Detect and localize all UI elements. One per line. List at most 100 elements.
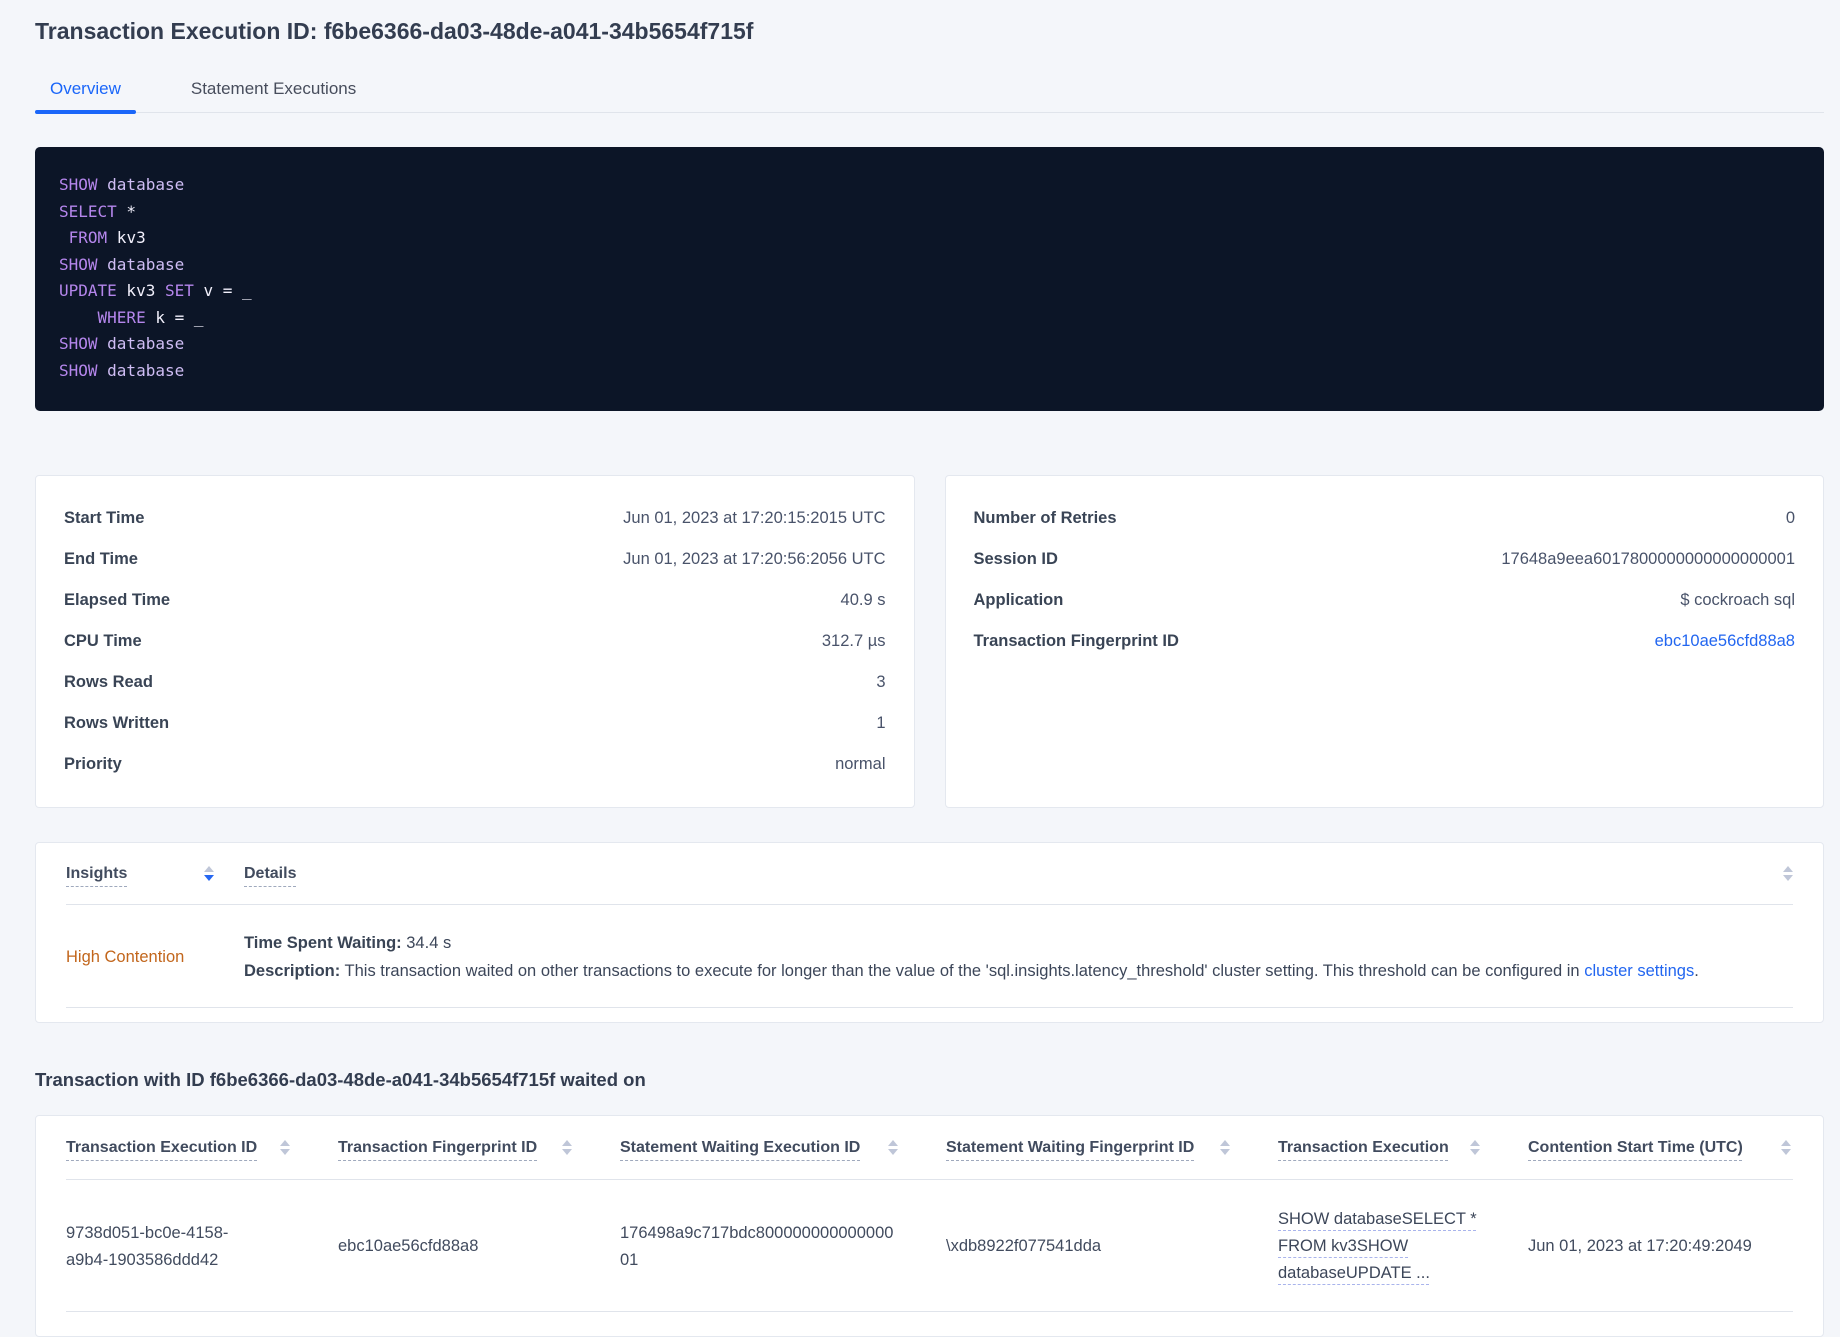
sql-token: SHOW [59, 254, 98, 274]
waiting-time-value: 34.4 s [401, 934, 452, 952]
sql-token: SHOW [59, 360, 98, 380]
details-column-label[interactable]: Details [244, 864, 297, 882]
transaction-fingerprint-link[interactable]: ebc10ae56cfd88a8 [1654, 632, 1795, 650]
waited-table-header: Transaction Execution ID Transaction Fin… [66, 1116, 1793, 1180]
sql-token: SELECT [59, 201, 117, 221]
summary-cards: Start Time Jun 01, 2023 at 17:20:15:2015… [35, 475, 1824, 808]
sort-icon[interactable] [280, 1140, 290, 1155]
sort-icon[interactable] [562, 1140, 572, 1155]
timing-summary-card: Start Time Jun 01, 2023 at 17:20:15:2015… [35, 475, 915, 808]
column-label[interactable]: Statement Waiting Execution ID [620, 1138, 861, 1156]
insight-details: Time Spent Waiting: 34.4 s Description: … [244, 929, 1793, 985]
sql-token: kv3 [107, 228, 146, 247]
summary-value: $ cockroach sql [1680, 591, 1795, 609]
summary-label: End Time [64, 550, 138, 568]
column-label[interactable]: Contention Start Time (UTC) [1528, 1138, 1743, 1156]
insights-column-header: Insights [66, 865, 214, 883]
summary-label: CPU Time [64, 632, 142, 650]
summary-value: Jun 01, 2023 at 17:20:56:2056 UTC [623, 550, 886, 568]
sql-line: SHOW database [59, 252, 1800, 279]
summary-label: Number of Retries [973, 509, 1117, 527]
sql-token: WHERE [59, 307, 146, 327]
sql-token: FROM [59, 228, 108, 247]
sort-icon[interactable] [888, 1140, 898, 1155]
waited-on-table: Transaction Execution ID Transaction Fin… [35, 1115, 1824, 1337]
summary-value: 312.7 µs [821, 632, 886, 650]
sort-up-icon [204, 866, 214, 872]
column-header-statement-waiting-fingerprint-id: Statement Waiting Fingerprint ID [946, 1139, 1278, 1157]
sql-token: v = _ [193, 281, 252, 300]
sort-icon[interactable] [1220, 1140, 1230, 1155]
sort-up-icon [1470, 1140, 1480, 1146]
waited-table-row: 9738d051-bc0e-4158-a9b4-1903586ddd42 ebc… [66, 1180, 1793, 1312]
sort-down-icon [562, 1149, 572, 1155]
summary-row: Start Time Jun 01, 2023 at 17:20:15:2015… [64, 498, 886, 539]
insight-type-badge: High Contention [66, 947, 185, 966]
cell-statement-waiting-fingerprint-id: \xdb8922f077541dda [946, 1237, 1102, 1255]
tab-bar: Overview Statement Executions [35, 71, 1824, 114]
column-header-transaction-execution-id: Transaction Execution ID [66, 1139, 338, 1157]
insights-column-label[interactable]: Insights [66, 864, 128, 882]
cell-transaction-fingerprint-id: ebc10ae56cfd88a8 [338, 1237, 479, 1255]
tab-overview[interactable]: Overview [35, 71, 136, 114]
summary-value: normal [835, 755, 886, 773]
column-label[interactable]: Transaction Fingerprint ID [338, 1138, 538, 1156]
sql-token: database [97, 254, 185, 274]
sort-down-icon [1470, 1149, 1480, 1155]
cell-contention-start-time: Jun 01, 2023 at 17:20:49:2049 [1528, 1237, 1752, 1255]
summary-row: CPU Time 312.7 µs [64, 621, 886, 662]
sort-down-icon [280, 1149, 290, 1155]
description-text: This transaction waited on other transac… [340, 962, 1585, 980]
sort-icon[interactable] [1783, 866, 1793, 881]
column-label[interactable]: Transaction Execution [1278, 1138, 1449, 1156]
summary-row: Elapsed Time 40.9 s [64, 580, 886, 621]
cell-transaction-execution: SHOW databaseSELECT * FROM kv3SHOW datab… [1278, 1206, 1528, 1287]
summary-label: Priority [64, 755, 122, 773]
summary-value: Jun 01, 2023 at 17:20:15:2015 UTC [623, 509, 886, 527]
sort-icon[interactable] [204, 866, 214, 881]
column-label[interactable]: Statement Waiting Fingerprint ID [946, 1138, 1195, 1156]
sql-statement-box: SHOW database SELECT * FROM kv3 SHOW dat… [35, 147, 1824, 411]
sort-icon[interactable] [1781, 1140, 1791, 1155]
column-header-transaction-execution: Transaction Execution [1278, 1139, 1528, 1157]
column-label[interactable]: Transaction Execution ID [66, 1138, 258, 1156]
sql-token: SHOW [59, 175, 98, 194]
summary-row: Transaction Fingerprint ID ebc10ae56cfd8… [974, 621, 1796, 662]
summary-row: Rows Written 1 [64, 703, 886, 744]
cluster-settings-link[interactable]: cluster settings [1584, 962, 1695, 980]
sort-down-icon [1220, 1149, 1230, 1155]
sql-token: SET [164, 281, 194, 300]
summary-row: Number of Retries 0 [974, 498, 1796, 539]
sql-token: database [97, 175, 185, 194]
summary-row: End Time Jun 01, 2023 at 17:20:56:2056 U… [64, 539, 886, 580]
sort-up-icon [562, 1140, 572, 1146]
description-label: Description: [244, 962, 341, 980]
summary-label: Transaction Fingerprint ID [973, 632, 1179, 650]
summary-label: Start Time [64, 509, 145, 527]
sort-down-icon [204, 875, 214, 881]
sort-icon[interactable] [1470, 1140, 1480, 1155]
column-header-statement-waiting-execution-id: Statement Waiting Execution ID [620, 1139, 946, 1157]
insights-table-header: Insights Details [66, 843, 1793, 905]
sort-down-icon [888, 1149, 898, 1155]
tab-statement-executions[interactable]: Statement Executions [190, 79, 357, 98]
page-title: Transaction Execution ID: f6be6366-da03-… [35, 18, 754, 44]
sql-token: database [97, 360, 185, 380]
cell-transaction-execution-id: 9738d051-bc0e-4158-a9b4-1903586ddd42 [66, 1223, 229, 1269]
summary-label: Rows Read [64, 673, 153, 691]
insight-description-line: Description: This transaction waited on … [244, 957, 1793, 985]
transaction-execution-link[interactable]: SHOW databaseSELECT * FROM kv3SHOW datab… [1278, 1210, 1477, 1282]
summary-row: Priority normal [64, 744, 886, 785]
sort-up-icon [1781, 1140, 1791, 1146]
summary-value: 17648a9eea6017800000000000000001 [1501, 550, 1795, 568]
summary-label: Rows Written [64, 714, 170, 732]
sql-line: SHOW database [59, 172, 1800, 199]
insights-card: Insights Details High Contention Time Sp… [35, 842, 1824, 1023]
sql-token: kv3 [116, 281, 165, 300]
sql-line: SELECT * [59, 199, 1800, 226]
sort-up-icon [1783, 866, 1793, 872]
waiting-time-label: Time Spent Waiting: [244, 934, 402, 952]
transaction-details-page: Transaction Execution ID: f6be6366-da03-… [35, 0, 1824, 1337]
summary-row: Application $ cockroach sql [974, 580, 1796, 621]
summary-value: 40.9 s [840, 591, 886, 609]
